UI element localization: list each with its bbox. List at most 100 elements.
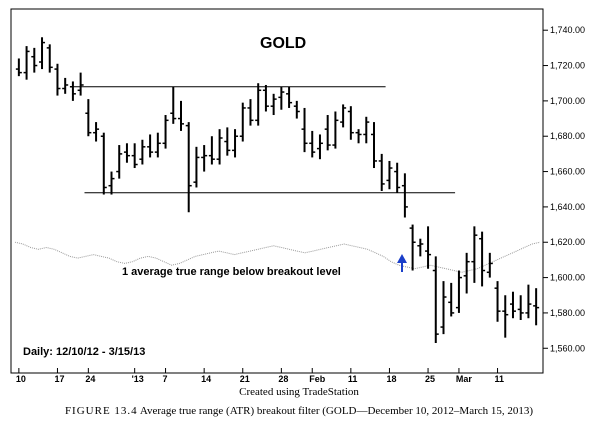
atr-filter-path [14, 241, 541, 273]
y-tick-label: 1,600.00 [550, 273, 585, 283]
ohlc-bar [216, 129, 223, 165]
ohlc-bar [316, 134, 323, 160]
x-tick-label: 14 [201, 374, 211, 384]
credit-line: Created using TradeStation [239, 386, 359, 398]
ohlc-bar [262, 84, 269, 112]
chart-border [10, 8, 544, 374]
y-tick-label: 1,580.00 [550, 308, 585, 318]
x-tick-label: 11 [495, 374, 505, 384]
breakout-arrow [397, 254, 407, 272]
x-tick-label: 17 [54, 374, 64, 384]
ohlc-bar [401, 173, 408, 218]
y-axis: 1,740.00 1,720.00 1,700.00 1,680.00 1,660.00… [543, 25, 585, 353]
ohlc-bar [509, 291, 516, 319]
ohlc-bar [386, 160, 393, 190]
atr-annotation: 1 average true range below breakout leve… [122, 266, 341, 278]
x-tick-label: 25 [425, 374, 435, 384]
ohlc-bar [46, 44, 53, 73]
ohlc-bar [77, 72, 84, 96]
ohlc-bar [139, 139, 146, 165]
chart-title: GOLD [260, 35, 306, 52]
x-tick-label: 18 [386, 374, 396, 384]
y-tick-label: 1,680.00 [550, 131, 585, 141]
x-tick-label: 24 [85, 374, 95, 384]
ohlc-bar [417, 238, 424, 257]
date-range-label: Daily: 12/10/12 - 3/15/13 [23, 346, 145, 358]
y-tick-label: 1,660.00 [550, 167, 585, 177]
ohlc-bar [371, 122, 378, 169]
ohlc-bars [15, 37, 540, 343]
x-tick-label: Feb [309, 374, 326, 384]
figure-text: Average true range (ATR) breakout filter… [139, 405, 534, 417]
ohlc-bar [324, 115, 331, 151]
y-tick-label: 1,700.00 [550, 96, 585, 106]
ohlc-bar [193, 146, 200, 188]
ohlc-bar [116, 145, 123, 179]
ohlc-bar [363, 116, 370, 144]
x-tick-label: Mar [456, 374, 473, 384]
y-tick-label: 1,740.00 [550, 25, 585, 35]
ohlc-bar [162, 115, 169, 149]
ohlc-bar [131, 143, 138, 169]
ohlc-bar [62, 77, 69, 94]
ohlc-bar [486, 252, 493, 278]
x-tick-label: 7 [163, 374, 168, 384]
ohlc-bar [239, 102, 246, 142]
ohlc-bar [170, 86, 177, 124]
ohlc-bar [502, 295, 509, 338]
ohlc-bar [463, 252, 470, 294]
ohlc-bar [232, 129, 239, 158]
ohlc-bar [154, 132, 161, 158]
ohlc-bar [185, 122, 192, 213]
x-tick-label: 28 [278, 374, 288, 384]
ohlc-bar [147, 134, 154, 158]
ohlc-bar [455, 270, 462, 313]
x-axis: 10 17 24 '13 7 14 21 28 Feb 11 18 25 Mar 11 [16, 368, 504, 384]
ohlc-bar [31, 47, 38, 73]
price-chart: 1,740.00 1,720.00 1,700.00 1,680.00 1,660.00… [10, 8, 585, 384]
figure-caption: FIGURE 13.4 Average true range (ATR) bre… [0, 404, 598, 419]
ohlc-bar [409, 224, 416, 271]
breakout-arrow-head [397, 254, 407, 263]
y-tick-label: 1,620.00 [550, 237, 585, 247]
ohlc-bar [440, 281, 447, 335]
ohlc-bar [123, 143, 130, 163]
ohlc-bar [347, 106, 354, 140]
ohlc-bar [517, 295, 524, 320]
ohlc-bar [448, 282, 455, 317]
ohlc-bar [100, 132, 107, 195]
ohlc-bar [255, 83, 262, 126]
ohlc-bar [39, 37, 46, 70]
ohlc-bar [425, 226, 432, 269]
ohlc-bar [23, 46, 30, 80]
x-tick-label: 10 [16, 374, 26, 384]
ohlc-bar [85, 99, 92, 137]
ohlc-bar [471, 226, 478, 283]
ohlc-bar [494, 281, 501, 322]
x-tick-label: '13 [132, 374, 144, 384]
ohlc-bar [340, 104, 347, 128]
y-tick-label: 1,560.00 [550, 343, 585, 353]
level-lines [72, 86, 456, 194]
ohlc-bar [270, 93, 277, 116]
ohlc-bar [301, 107, 308, 153]
ohlc-bar [525, 284, 532, 319]
ohlc-bar [177, 100, 184, 131]
ohlc-bar [394, 162, 401, 193]
atr-filter-line [14, 241, 541, 273]
ohlc-bar [309, 130, 316, 158]
ohlc-bar [286, 86, 293, 108]
ohlc-bar [208, 136, 215, 165]
y-tick-label: 1,720.00 [550, 61, 585, 71]
ohlc-bar [93, 122, 100, 142]
ohlc-bar [247, 99, 254, 126]
ohlc-bar [54, 63, 61, 96]
x-tick-label: 21 [240, 374, 250, 384]
ohlc-bar [224, 127, 231, 156]
ohlc-bar [69, 81, 76, 101]
ohlc-bar [432, 256, 439, 343]
ohlc-bar [201, 145, 208, 172]
ohlc-bar [293, 100, 300, 119]
ohlc-bar [479, 231, 486, 287]
figure-label: FIGURE 13.4 [64, 405, 138, 417]
